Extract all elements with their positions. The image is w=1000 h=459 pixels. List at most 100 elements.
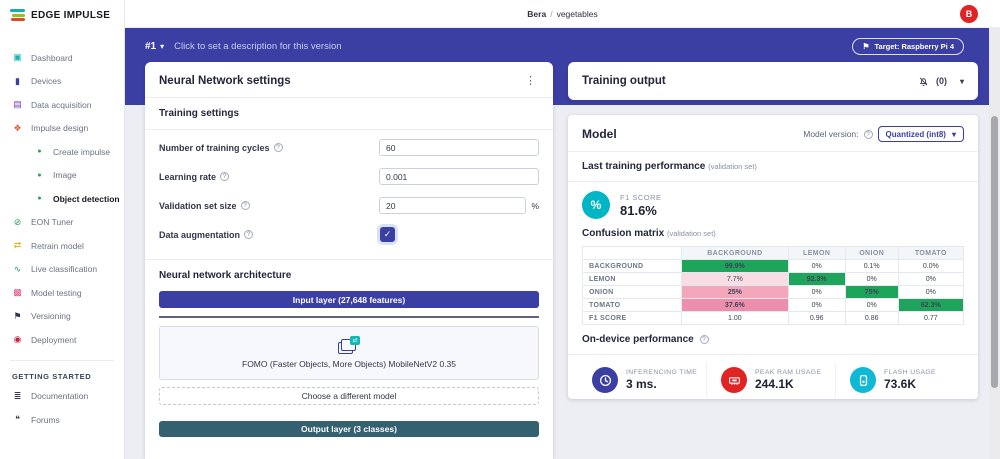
output-layer-block[interactable]: Output layer (3 classes) bbox=[159, 421, 539, 437]
images-stack-icon: ⇄ bbox=[338, 335, 360, 355]
model-testing-icon: ▩ bbox=[13, 287, 22, 298]
sidebar-item-devices[interactable]: ▮ Devices bbox=[0, 70, 124, 94]
sidebar-item-label: Impulse design bbox=[31, 123, 89, 134]
topbar: Bera / vegetables B bbox=[125, 0, 1000, 28]
sidebar-item-label: Live classification bbox=[31, 264, 98, 275]
model-block-label: FOMO (Faster Objects, More Objects) Mobi… bbox=[242, 358, 456, 369]
performance-metrics: INFERENCING TIME 3 ms. PEAK RAM USAGE 244.1… bbox=[582, 363, 964, 397]
sidebar-item-image[interactable]: ● Image bbox=[0, 164, 124, 188]
sidebar-item-retrain-model[interactable]: ⇄ Retrain model bbox=[0, 234, 124, 258]
matrix-cell: 0% bbox=[897, 285, 965, 299]
f1-score-value: 81.6% bbox=[620, 202, 657, 218]
matrix-cell: 0% bbox=[897, 272, 965, 286]
choose-different-model-button[interactable]: Choose a different model bbox=[159, 387, 539, 405]
model-version-label: Model version: bbox=[803, 129, 859, 139]
image-icon: ● bbox=[37, 171, 42, 179]
versioning-icon: ⚑ bbox=[13, 310, 22, 321]
sidebar-item-create-impulse[interactable]: ● Create impulse bbox=[0, 140, 124, 164]
breadcrumb: Bera / vegetables bbox=[125, 0, 1000, 28]
kebab-menu-icon[interactable]: ⋮ bbox=[525, 75, 536, 87]
on-device-performance-heading: On-device performance ? bbox=[582, 334, 964, 345]
matrix-row-label: LEMON bbox=[581, 272, 683, 286]
input-layer-block[interactable]: Input layer (27,648 features) bbox=[159, 291, 539, 308]
model-panel: Model Model version: ? Quantized (int8) … bbox=[568, 115, 978, 399]
training-cycles-control bbox=[379, 139, 539, 156]
version-description[interactable]: Click to set a description for this vers… bbox=[174, 40, 342, 52]
learning-rate-label: Learning rate? bbox=[159, 172, 230, 182]
help-icon[interactable]: ? bbox=[863, 129, 873, 139]
field-row-validation-set-size: Validation set size?% bbox=[159, 191, 539, 220]
metric-label: INFERENCING TIME bbox=[626, 369, 698, 376]
training-output-controls[interactable]: (0) ▾ bbox=[918, 76, 964, 87]
sidebar-item-dashboard[interactable]: ▣ Dashboard bbox=[0, 46, 124, 70]
bell-muted-icon bbox=[919, 77, 928, 86]
sidebar-item-label: Forums bbox=[31, 414, 60, 425]
help-icon[interactable]: ? bbox=[240, 201, 250, 210]
impulse-design-icon: ❖ bbox=[13, 122, 22, 133]
training-settings-heading: Training settings bbox=[159, 108, 240, 119]
validation-set-size-label: Validation set size? bbox=[159, 201, 250, 211]
percent-icon: % bbox=[582, 191, 610, 219]
confusion-matrix-heading-text: Confusion matrix bbox=[582, 228, 665, 239]
neural-network-settings-panel: Neural Network settings ⋮ Training setti… bbox=[145, 62, 553, 459]
sidebar: EDGE IMPULSE ▣ Dashboard ▮ Devices ▤ Data acq… bbox=[0, 0, 125, 459]
learning-rate-input[interactable] bbox=[379, 168, 539, 185]
metric-label: PEAK RAM USAGE bbox=[755, 369, 822, 376]
avatar[interactable]: B bbox=[960, 5, 978, 23]
version-number[interactable]: #1 bbox=[145, 40, 157, 52]
metric-label: FLASH USAGE bbox=[884, 369, 936, 376]
sidebar-item-impulse-design[interactable]: ❖ Impulse design bbox=[0, 117, 124, 141]
sidebar-item-eon-tuner[interactable]: ⊘ EON Tuner bbox=[0, 211, 124, 235]
matrix-cell: 37.6% bbox=[681, 298, 789, 312]
select-caret-icon: ▾ bbox=[951, 129, 956, 139]
forums-icon: ❝ bbox=[15, 414, 20, 425]
on-device-performance-heading-text: On-device performance bbox=[582, 334, 694, 345]
matrix-column-header: BACKGROUND bbox=[681, 246, 789, 260]
matrix-column-header: TOMATO bbox=[897, 246, 965, 260]
data-acquisition-icon: ▤ bbox=[13, 99, 22, 110]
target-flag-icon: ⚑ bbox=[862, 41, 870, 51]
training-cycles-input[interactable] bbox=[379, 139, 539, 156]
matrix-cell: 7.7% bbox=[681, 272, 789, 286]
sidebar-item-documentation[interactable]: ≣ Documentation bbox=[0, 385, 124, 409]
sidebar-item-label: Model testing bbox=[31, 287, 82, 298]
model-version-select[interactable]: Quantized (int8) ▾ bbox=[877, 126, 964, 142]
matrix-cell: 25% bbox=[681, 285, 789, 299]
help-icon[interactable]: ? bbox=[220, 172, 230, 181]
object-detection-icon: ● bbox=[37, 195, 42, 203]
sidebar-item-model-testing[interactable]: ▩ Model testing bbox=[0, 281, 124, 305]
confusion-matrix-table: BACKGROUND LEMON ONION TOMATO BACKGROUND 99.9… bbox=[581, 246, 965, 325]
sidebar-item-label: Versioning bbox=[31, 311, 71, 322]
help-icon[interactable]: ? bbox=[244, 230, 254, 239]
matrix-corner-cell bbox=[581, 246, 683, 260]
matrix-cell: 0.1% bbox=[844, 259, 899, 273]
breadcrumb-page[interactable]: vegetables bbox=[556, 9, 598, 19]
data-augmentation-checkbox[interactable]: ✓ bbox=[380, 227, 395, 242]
target-badge[interactable]: ⚑ Target: Raspberry Pi 4 bbox=[852, 37, 964, 55]
help-icon[interactable]: ? bbox=[273, 143, 283, 152]
divider bbox=[145, 259, 553, 260]
matrix-cell: 1.00 bbox=[681, 311, 789, 325]
sidebar-item-object-detection[interactable]: ● Object detection bbox=[0, 187, 124, 211]
edge-impulse-logo[interactable]: EDGE IMPULSE bbox=[0, 0, 124, 21]
sidebar-item-label: Deployment bbox=[31, 334, 77, 345]
metric-value: 3 ms. bbox=[626, 377, 657, 391]
sidebar-item-deployment[interactable]: ◉ Deployment bbox=[0, 328, 124, 352]
matrix-cell: 0.77 bbox=[897, 311, 965, 325]
version-caret-icon[interactable]: ▾ bbox=[160, 41, 165, 51]
sidebar-item-versioning[interactable]: ⚑ Versioning bbox=[0, 305, 124, 329]
validation-set-size-input[interactable] bbox=[379, 197, 527, 214]
sidebar-item-label: Dashboard bbox=[31, 52, 73, 63]
matrix-cell: 0.86 bbox=[844, 311, 899, 325]
breadcrumb-project[interactable]: Bera bbox=[527, 9, 547, 19]
scrollbar-thumb[interactable] bbox=[991, 116, 998, 388]
sidebar-item-forums[interactable]: ❝ Forums bbox=[0, 408, 124, 432]
scrollbar-track[interactable] bbox=[989, 28, 1000, 459]
matrix-cell: 62.3% bbox=[897, 298, 965, 312]
last-training-subheading: (validation set) bbox=[708, 162, 757, 171]
help-icon[interactable]: ? bbox=[699, 335, 709, 344]
model-block[interactable]: ⇄ FOMO (Faster Objects, More Objects) Mo… bbox=[159, 326, 539, 380]
edge-impulse-logo-icon bbox=[10, 9, 25, 21]
sidebar-item-live-classification[interactable]: ∿ Live classification bbox=[0, 258, 124, 282]
sidebar-item-data-acquisition[interactable]: ▤ Data acquisition bbox=[0, 93, 124, 117]
